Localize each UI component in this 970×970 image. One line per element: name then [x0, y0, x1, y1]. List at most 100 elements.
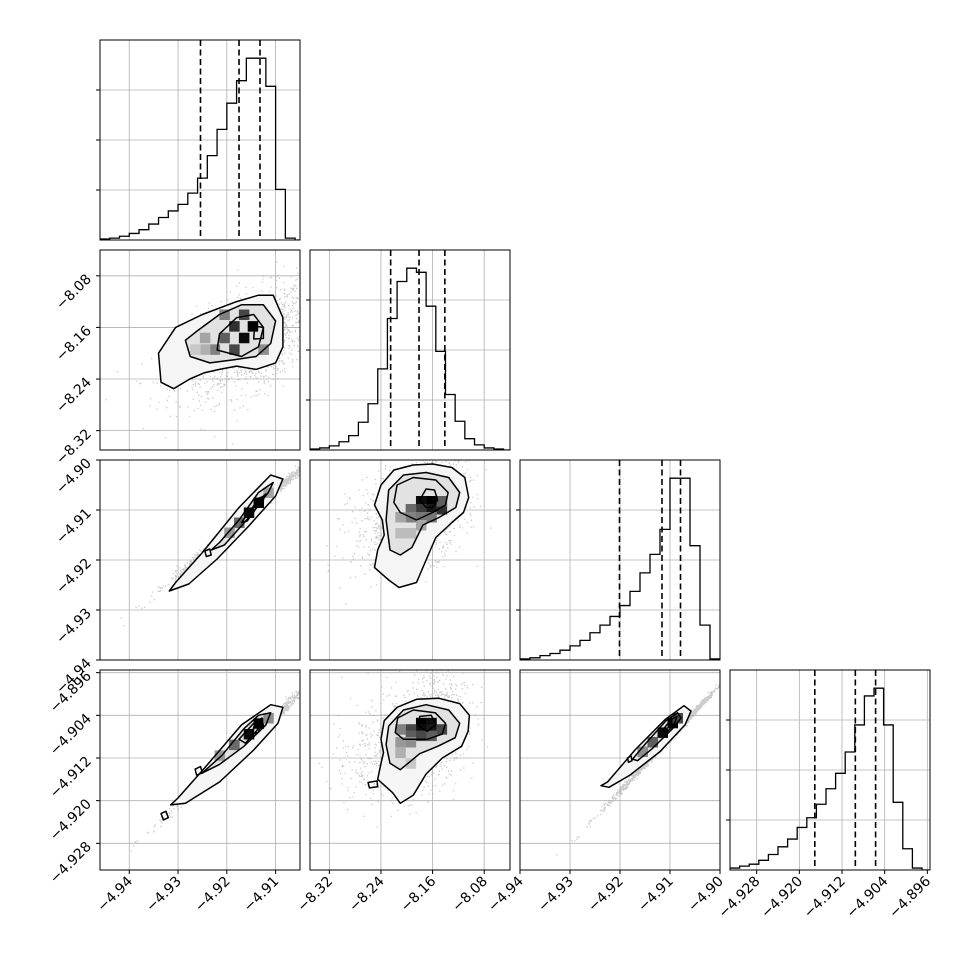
panel-frame — [309, 459, 511, 661]
contour-line — [626, 755, 633, 764]
panel-content — [100, 250, 300, 450]
density-bin — [405, 528, 417, 539]
density-bin — [395, 747, 406, 759]
density-bin — [209, 344, 221, 355]
x-tick-label: −4.904 — [844, 873, 892, 921]
density-bin — [672, 713, 683, 724]
x-tick-label: −4.93 — [535, 874, 577, 916]
density-bin — [224, 527, 235, 538]
density-bin — [253, 497, 265, 508]
contour-line — [631, 711, 682, 762]
contour-line — [204, 548, 212, 558]
x-tick-label: −8.08 — [449, 874, 491, 916]
density-bin — [657, 727, 668, 738]
scatter-panel — [99, 459, 301, 661]
contour-line — [210, 481, 274, 551]
y-tick-label: −4.928 — [47, 839, 95, 887]
histogram-step — [730, 687, 930, 870]
x-tick-label: −4.928 — [716, 874, 764, 922]
panel-content — [100, 670, 300, 870]
density-bin — [238, 309, 250, 321]
contour-line — [385, 471, 461, 556]
x-tick-label: −4.92 — [585, 874, 627, 916]
contour-line — [661, 715, 678, 733]
contour-line — [417, 714, 437, 733]
x-tick-label: −4.94 — [94, 873, 136, 915]
corner-panels: −8.32−8.24−8.16−8.08−4.94−4.93−4.92−4.91… — [47, 39, 934, 922]
contour-line — [168, 474, 284, 592]
x-tick-label: −4.93 — [143, 874, 185, 916]
y-tick-label: −4.93 — [53, 606, 95, 648]
density-bin — [405, 730, 417, 742]
density-bin — [426, 717, 437, 729]
y-tick-label: −4.920 — [47, 796, 95, 844]
density-bin — [243, 729, 255, 740]
y-tick-label: −8.24 — [53, 374, 95, 416]
contour-line — [216, 313, 265, 358]
density-bin — [426, 724, 437, 735]
panel-frame — [309, 669, 511, 871]
density-bin — [405, 758, 417, 769]
panel-content — [100, 460, 300, 660]
histogram-frame — [309, 249, 511, 451]
density-bin — [415, 717, 427, 729]
density-bin — [415, 504, 427, 515]
x-tick-label: −4.920 — [758, 874, 806, 922]
scatter-points — [326, 460, 492, 605]
density-bin — [426, 496, 437, 507]
y-tick-label: −8.16 — [53, 323, 95, 365]
contour-line — [169, 703, 284, 806]
density-bin — [637, 746, 648, 758]
contour-line — [240, 493, 267, 524]
density-bin — [426, 512, 437, 523]
density-bin — [436, 724, 448, 735]
panel-content — [520, 670, 720, 870]
y-tick-label: −4.91 — [53, 506, 95, 548]
contour-line — [394, 709, 447, 741]
density-bin — [405, 737, 417, 748]
histogram-step — [310, 267, 510, 450]
contour-line — [255, 495, 265, 506]
density-bin — [415, 724, 427, 735]
density-bin — [219, 332, 230, 344]
density-bin — [426, 504, 437, 515]
x-tick-label: −4.912 — [801, 874, 849, 922]
scatter-panel — [519, 669, 721, 871]
contour-line — [385, 703, 461, 771]
y-tick-label: −4.912 — [47, 754, 95, 802]
histogram-panel — [726, 669, 931, 871]
density-bin — [190, 344, 201, 355]
histogram-step — [100, 57, 300, 240]
contour-line — [373, 463, 470, 589]
scatter-panel — [99, 249, 301, 451]
contour-line — [194, 765, 204, 776]
contour-line — [393, 476, 449, 521]
density-bin — [405, 724, 417, 735]
scatter-panel — [309, 459, 511, 661]
contour-line — [418, 488, 439, 509]
histogram-frame — [99, 39, 301, 241]
density-bin — [253, 718, 265, 729]
x-tick-label: −8.16 — [398, 873, 440, 915]
density-bin — [234, 517, 245, 528]
density-bin — [415, 520, 427, 531]
density-bin — [229, 739, 240, 751]
scatter-panel — [99, 669, 301, 871]
contour-line — [600, 704, 692, 789]
x-tick-label: −8.32 — [295, 874, 337, 916]
density-bin — [436, 496, 448, 507]
scatter-panel — [309, 669, 511, 871]
x-tick-label: −4.92 — [192, 874, 234, 916]
contour-line — [252, 325, 265, 340]
x-tick-label: −4.91 — [241, 874, 283, 916]
density-bin — [395, 512, 406, 523]
contour-line — [367, 780, 379, 789]
density-bin — [229, 344, 240, 355]
panel-frame — [99, 669, 301, 871]
density-bin — [199, 332, 211, 344]
density-bin — [219, 309, 230, 321]
density-bin — [647, 737, 658, 748]
contour-line — [157, 294, 284, 390]
contour-line — [251, 724, 261, 735]
x-tick-label: −4.91 — [635, 874, 677, 916]
